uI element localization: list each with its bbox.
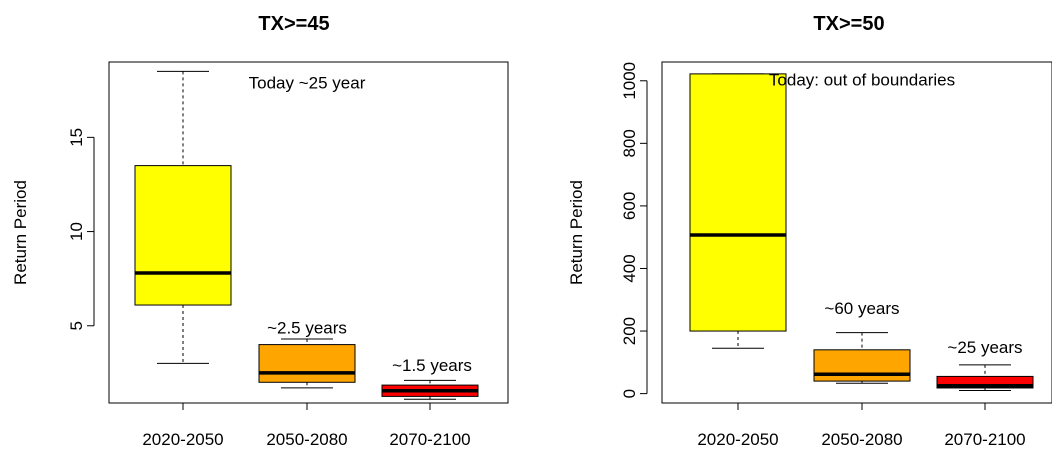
box-body: [813, 349, 911, 382]
annotation: Today ~25 year: [249, 73, 366, 92]
y-axis-label: Return Period: [11, 180, 30, 285]
box-2050-2080: [813, 332, 911, 384]
annotation: ~25 years: [947, 338, 1022, 357]
annotation: ~1.5 years: [392, 356, 472, 375]
box-2020-2050: [689, 73, 787, 349]
x-tick-label: 2070-2100: [389, 430, 470, 449]
annotation: ~60 years: [824, 299, 899, 318]
y-tick-label: 0: [620, 389, 639, 398]
y-axis-label: Return Period: [567, 180, 586, 285]
y-tick-label: 15: [67, 128, 86, 147]
chart-title: TX>=50: [813, 13, 884, 35]
panel-tx45: TX>=45 Return Period 5 10 15 2020-2050 2050-20…: [11, 13, 509, 449]
y-tick-label: 400: [620, 254, 639, 282]
box-body: [258, 344, 356, 383]
y-tick-label: 800: [620, 129, 639, 157]
chart-title: TX>=45: [258, 13, 329, 35]
plot-frame: [661, 61, 1052, 404]
box-2050-2080: [258, 338, 356, 389]
panel-tx50: TX>=50 Return Period 0 200 400 600 800 1000 2020…: [567, 13, 1052, 449]
box-2070-2100: [381, 379, 479, 400]
box-2070-2100: [936, 364, 1034, 391]
y-tick-label: 600: [620, 192, 639, 220]
box-body: [134, 165, 232, 306]
y-tick-label: 200: [620, 317, 639, 345]
x-tick-label: 2070-2100: [944, 430, 1025, 449]
box-body: [936, 375, 1034, 389]
box-body: [689, 73, 787, 332]
x-tick-label: 2020-2050: [697, 430, 778, 449]
x-tick-label: 2050-2080: [266, 430, 347, 449]
plot-frame: [108, 61, 509, 404]
box-2020-2050: [134, 70, 232, 364]
y-tick-label: 10: [67, 222, 86, 241]
x-tick-label: 2050-2080: [821, 430, 902, 449]
annotation: ~2.5 years: [267, 318, 347, 337]
x-tick-label: 2020-2050: [142, 430, 223, 449]
y-tick-label: 5: [67, 321, 86, 330]
y-tick-label: 1000: [620, 62, 639, 100]
annotation: Today: out of boundaries: [769, 70, 955, 89]
